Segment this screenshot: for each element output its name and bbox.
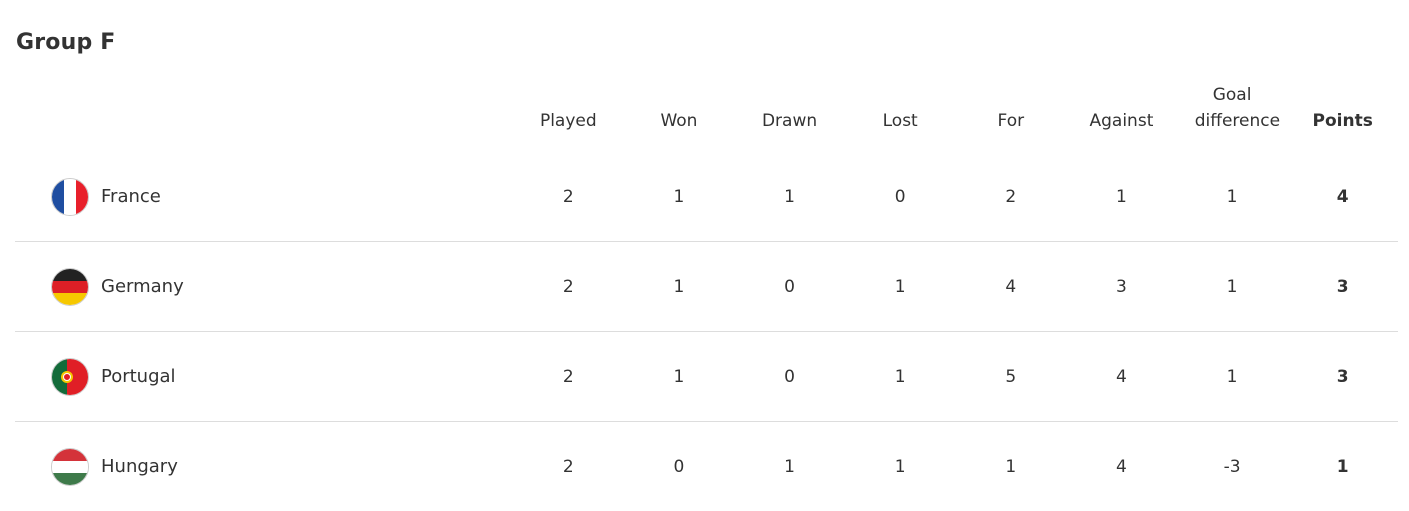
lost-cell: 1	[845, 332, 956, 422]
header-against: Against	[1066, 56, 1177, 152]
points-cell: 4	[1287, 152, 1398, 242]
header-row: Played Won Drawn Lost For Against Goal d…	[15, 56, 1398, 152]
against-cell: 4	[1066, 332, 1177, 422]
header-lost: Lost	[845, 56, 956, 152]
hungary-flag-icon	[51, 448, 89, 486]
for-cell: 2	[956, 152, 1067, 242]
goal-difference-cell: 1	[1177, 332, 1288, 422]
header-team	[15, 56, 513, 152]
team[interactable]: Hungary	[15, 448, 513, 486]
team-name: Germany	[101, 276, 184, 297]
lost-cell: 1	[845, 242, 956, 332]
header-played: Played	[513, 56, 624, 152]
points-cell: 1	[1287, 422, 1398, 511]
goal-difference-cell: -3	[1177, 422, 1288, 511]
team[interactable]: Germany	[15, 268, 513, 306]
group-title: Group F	[16, 30, 116, 55]
against-cell: 3	[1066, 242, 1177, 332]
portugal-flag-icon	[51, 358, 89, 396]
header-for: For	[956, 56, 1067, 152]
standings-table: Played Won Drawn Lost For Against Goal d…	[15, 56, 1398, 511]
won-cell: 1	[624, 332, 735, 422]
for-cell: 1	[956, 422, 1067, 511]
for-cell: 4	[956, 242, 1067, 332]
points-cell: 3	[1287, 242, 1398, 332]
against-cell: 4	[1066, 422, 1177, 511]
team-name: France	[101, 186, 161, 207]
header-won: Won	[624, 56, 735, 152]
won-cell: 0	[624, 422, 735, 511]
france-flag-icon	[51, 178, 89, 216]
team-cell: France	[15, 152, 513, 242]
lost-cell: 0	[845, 152, 956, 242]
against-cell: 1	[1066, 152, 1177, 242]
team-name: Portugal	[101, 366, 176, 387]
goal-difference-cell: 1	[1177, 242, 1288, 332]
header-goal-difference: Goal difference	[1177, 56, 1288, 152]
team-name: Hungary	[101, 456, 178, 477]
header-drawn: Drawn	[734, 56, 845, 152]
played-cell: 2	[513, 332, 624, 422]
played-cell: 2	[513, 422, 624, 511]
team-cell: Portugal	[15, 332, 513, 422]
played-cell: 2	[513, 242, 624, 332]
drawn-cell: 1	[734, 152, 845, 242]
team-cell: Hungary	[15, 422, 513, 511]
played-cell: 2	[513, 152, 624, 242]
points-cell: 3	[1287, 332, 1398, 422]
team[interactable]: France	[15, 178, 513, 216]
goal-difference-cell: 1	[1177, 152, 1288, 242]
won-cell: 1	[624, 242, 735, 332]
drawn-cell: 0	[734, 242, 845, 332]
drawn-cell: 1	[734, 422, 845, 511]
for-cell: 5	[956, 332, 1067, 422]
won-cell: 1	[624, 152, 735, 242]
lost-cell: 1	[845, 422, 956, 511]
team[interactable]: Portugal	[15, 358, 513, 396]
header-points: Points	[1287, 56, 1398, 152]
team-cell: Germany	[15, 242, 513, 332]
germany-flag-icon	[51, 268, 89, 306]
drawn-cell: 0	[734, 332, 845, 422]
